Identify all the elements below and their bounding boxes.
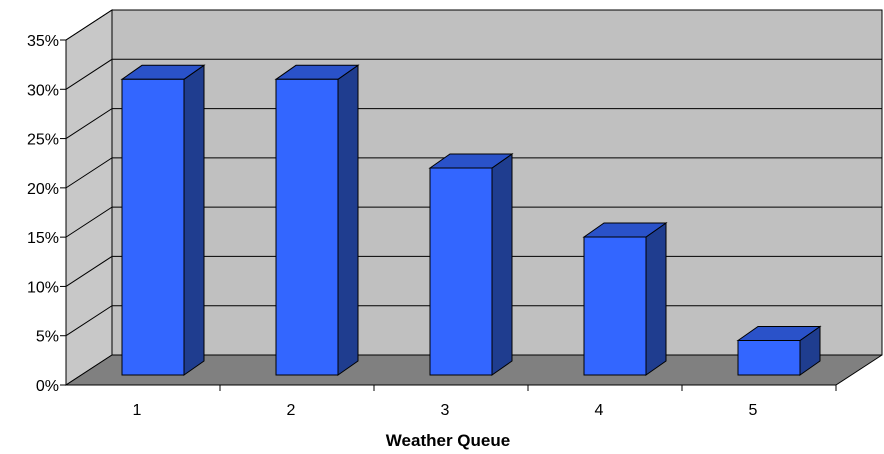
chart-gridlines [65,9,882,386]
y-tick-label: 5% [36,329,59,346]
bar-side [183,64,205,376]
gridline [65,9,882,41]
left-side-wall [65,9,113,386]
x-tick-label: 4 [595,402,604,419]
gridline [65,157,882,189]
gridline [65,58,882,90]
bar [428,153,514,376]
bar-front [583,236,647,376]
x-axis-title: Weather Queue [386,431,510,450]
x-tick-label: 5 [749,402,758,419]
x-tick-label: 3 [441,402,450,419]
floor-edge-line [835,354,883,386]
bar-front [429,167,493,376]
y-tick-label: 15% [27,230,59,247]
bar [582,222,668,376]
bar [120,64,206,376]
y-tick-label: 30% [27,82,59,99]
x-axis: 1 2 3 4 5 [66,354,883,419]
gridline [65,108,882,139]
chart-bars [120,64,822,376]
bar-side [645,222,667,376]
y-tick-label: 10% [27,279,59,296]
x-tick-label: 2 [287,402,296,419]
bar-front [737,340,801,376]
y-tick-label: 25% [27,132,59,149]
bar-side [491,153,513,376]
bar [274,64,360,376]
bar [736,325,822,376]
y-tick-label: 20% [27,181,59,198]
y-tick-label: 0% [36,378,59,395]
gridline [65,206,882,238]
bar-front [121,78,185,376]
bar-side [337,64,359,376]
y-tick-label: 35% [27,33,59,50]
x-tick-label: 1 [133,402,142,419]
y-axis: 0% 5% 10% 15% 20% 25% 30% 35% [27,33,67,395]
bar-front [275,78,339,376]
